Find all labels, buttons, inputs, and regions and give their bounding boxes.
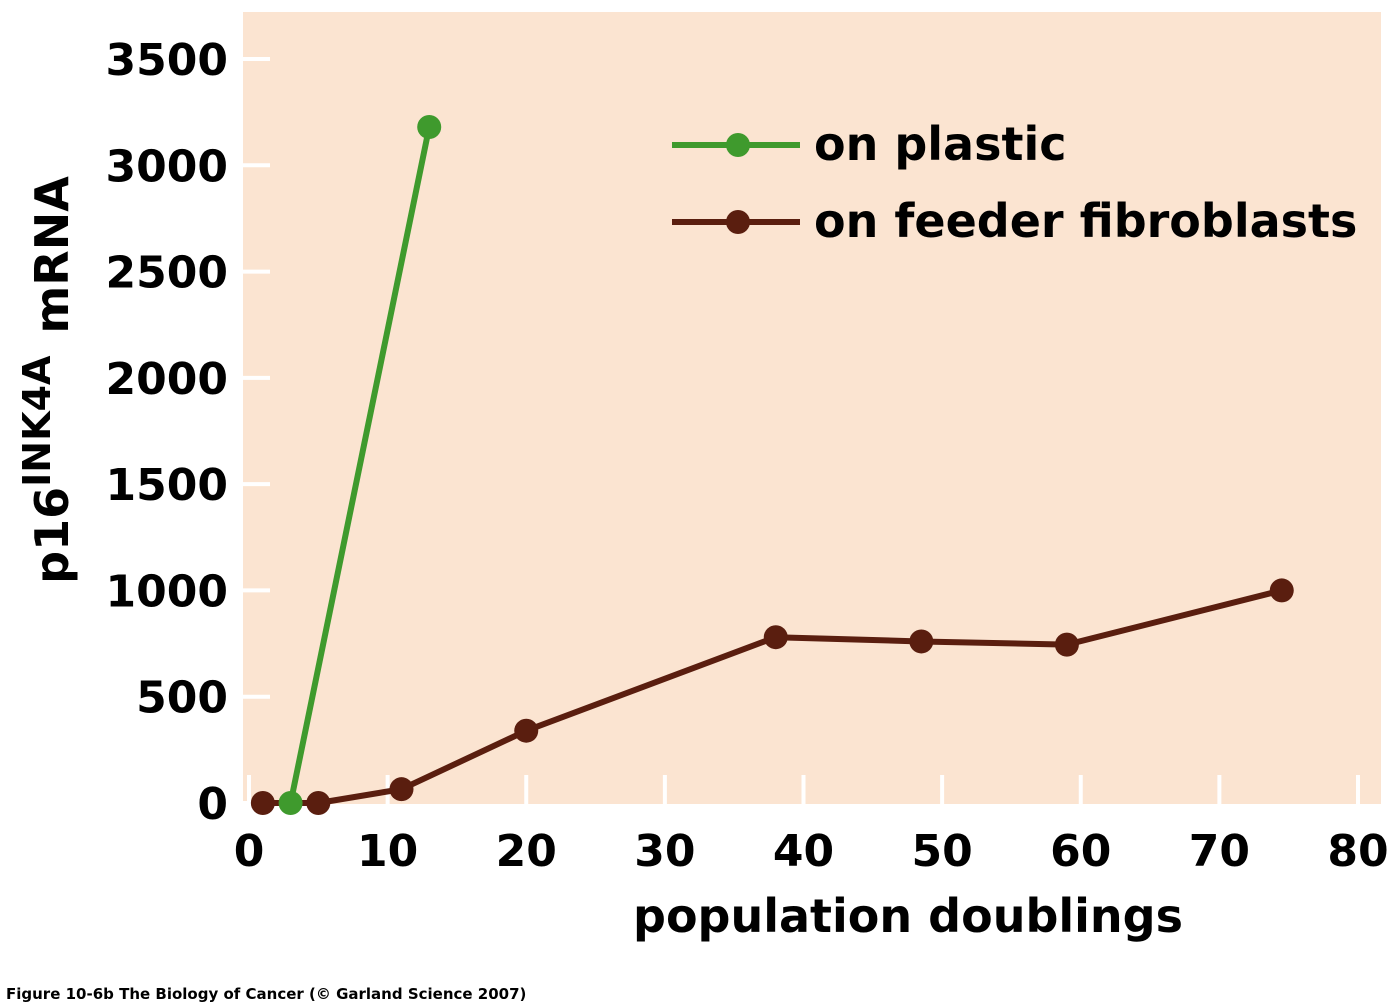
y-axis: 0 500 1000 1500 2000 2500 3000 3500 bbox=[106, 35, 270, 830]
data-point bbox=[250, 791, 275, 815]
y-tick-label: 2500 bbox=[106, 248, 228, 299]
x-axis: 0 10 20 30 40 50 60 70 80 bbox=[234, 775, 1389, 877]
data-point bbox=[763, 625, 788, 650]
x-tick-label: 40 bbox=[773, 826, 834, 877]
x-tick-label: 50 bbox=[912, 826, 973, 877]
y-axis-title-superscript: INK4A bbox=[15, 355, 59, 487]
series-line bbox=[262, 587, 1283, 806]
series-0 bbox=[278, 115, 442, 815]
legend-marker bbox=[726, 210, 750, 234]
x-tick-label: 80 bbox=[1327, 826, 1388, 877]
plot-background bbox=[243, 12, 1381, 804]
y-tick-label: 0 bbox=[197, 779, 228, 830]
x-tick-label: 0 bbox=[234, 826, 265, 877]
x-tick-label: 30 bbox=[634, 826, 695, 877]
data-point bbox=[514, 718, 539, 743]
y-tick-label: 3500 bbox=[106, 35, 228, 86]
y-tick-label: 2000 bbox=[106, 354, 228, 405]
y-tick-label: 500 bbox=[136, 673, 228, 724]
x-tick-label: 10 bbox=[357, 826, 418, 877]
series-1 bbox=[250, 578, 1294, 815]
x-axis-title: population doublings bbox=[633, 889, 1183, 943]
y-axis-title: p16INK4A mRNA bbox=[15, 176, 79, 584]
data-point bbox=[389, 777, 414, 802]
x-tick-label: 60 bbox=[1050, 826, 1111, 877]
data-point bbox=[1054, 632, 1079, 657]
legend-label: on plastic bbox=[814, 117, 1067, 171]
data-point bbox=[1269, 578, 1294, 603]
legend: on plastic on feeder fibroblasts bbox=[672, 117, 1357, 248]
y-axis-title-base: p16 bbox=[25, 487, 79, 584]
legend-label: on feeder fibroblasts bbox=[814, 194, 1357, 248]
y-tick-label: 3000 bbox=[106, 141, 228, 192]
data-point bbox=[909, 629, 934, 654]
x-tick-label: 20 bbox=[496, 826, 557, 877]
series-line bbox=[287, 126, 433, 804]
figure-caption: Figure 10-6b The Biology of Cancer (© Ga… bbox=[6, 985, 527, 1003]
y-tick-label: 1500 bbox=[106, 460, 228, 511]
y-tick-label: 1000 bbox=[106, 566, 228, 617]
x-tick-label: 70 bbox=[1189, 826, 1250, 877]
legend-marker bbox=[726, 133, 750, 157]
data-point bbox=[417, 115, 442, 140]
data-point bbox=[278, 791, 303, 815]
data-point bbox=[306, 791, 331, 815]
y-axis-title-suffix: mRNA bbox=[25, 176, 79, 334]
series-layer bbox=[250, 115, 1294, 815]
